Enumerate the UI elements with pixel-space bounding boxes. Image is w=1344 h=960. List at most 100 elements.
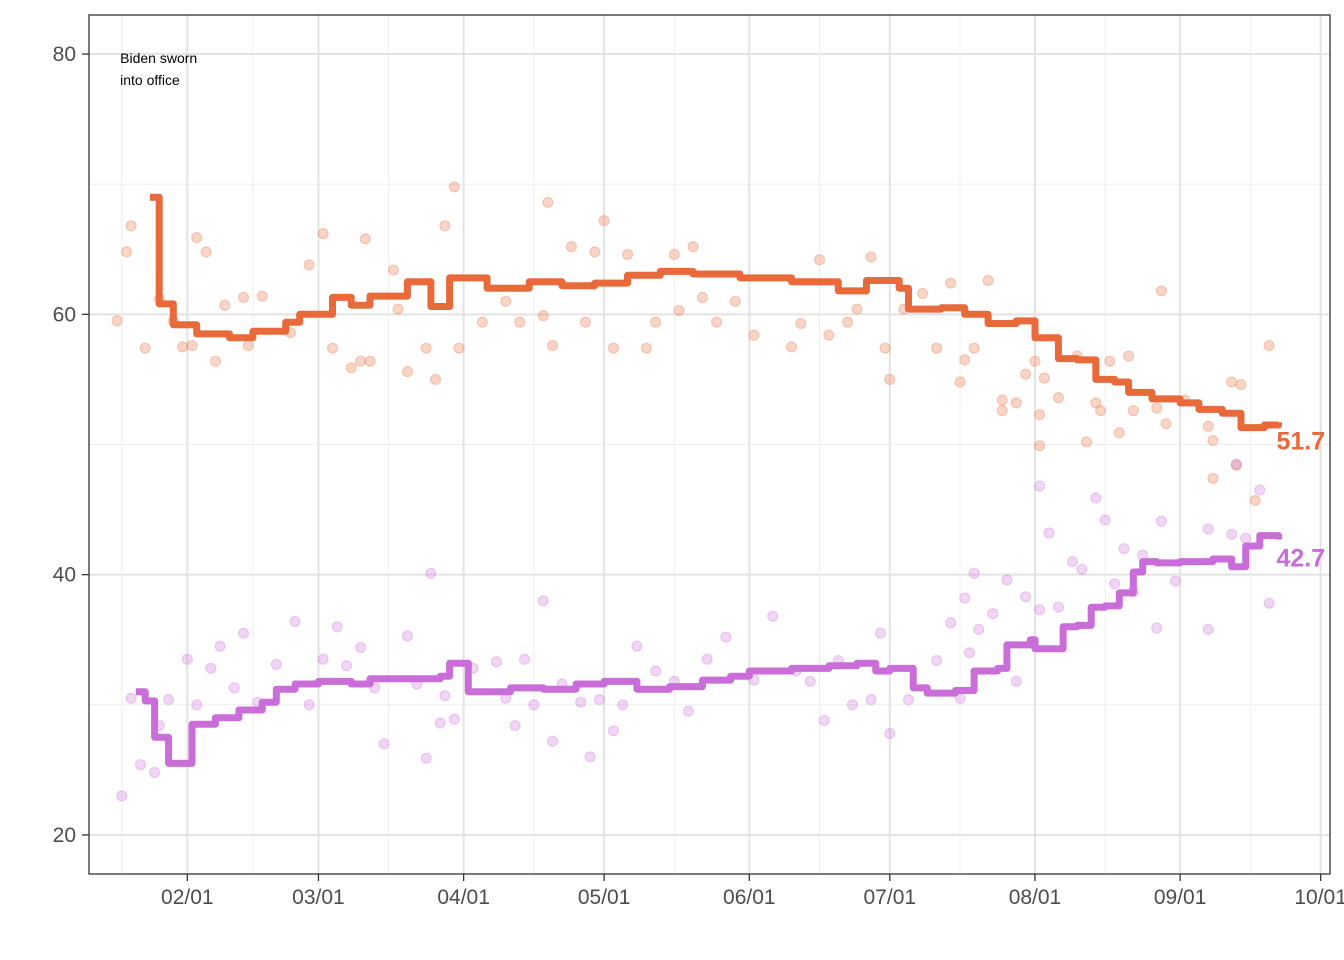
data-point	[364, 355, 376, 367]
y-tick-label: 80	[53, 43, 76, 66]
data-point	[537, 595, 549, 607]
data-point	[1080, 436, 1093, 448]
x-tick-label: 03/01	[292, 886, 345, 909]
data-point	[1108, 578, 1121, 590]
data-point	[982, 274, 994, 287]
data-point	[378, 738, 390, 750]
data-point	[177, 341, 189, 353]
data-point	[767, 610, 779, 622]
data-point	[303, 259, 315, 271]
data-point	[1226, 528, 1238, 540]
data-point	[987, 608, 999, 620]
data-point	[214, 640, 226, 652]
data-point	[317, 228, 329, 240]
data-point	[1052, 601, 1064, 613]
data-point	[1226, 376, 1238, 388]
data-point	[163, 693, 175, 706]
data-point	[865, 251, 877, 263]
data-point	[579, 316, 592, 328]
trend-lines	[135, 193, 1282, 767]
data-point	[996, 405, 1008, 417]
data-point	[842, 316, 854, 328]
x-tick-label: 05/01	[578, 886, 631, 909]
data-point	[434, 717, 446, 729]
data-point	[205, 662, 217, 674]
data-point	[125, 220, 137, 232]
data-point	[420, 342, 432, 354]
data-point	[1052, 392, 1064, 404]
data-point	[1076, 563, 1088, 576]
data-point	[607, 725, 620, 737]
data-point	[209, 355, 222, 367]
trend-line	[149, 193, 1282, 432]
data-point	[973, 623, 985, 635]
data-point	[355, 641, 367, 654]
x-tick-label: 02/01	[161, 886, 214, 909]
data-point	[748, 329, 760, 341]
data-point	[617, 699, 629, 711]
data-point	[931, 342, 943, 354]
data-point	[537, 310, 549, 322]
data-point	[701, 653, 713, 665]
series-end-label: 51.7	[1276, 427, 1325, 455]
trend-line	[135, 532, 1282, 767]
data-point	[874, 627, 887, 639]
scatter-points	[111, 181, 1275, 802]
data-point	[640, 342, 652, 354]
data-point	[392, 303, 404, 315]
data-point	[439, 690, 451, 702]
data-point	[1123, 350, 1135, 362]
data-point	[116, 790, 128, 802]
data-point	[968, 342, 980, 354]
data-point	[607, 342, 620, 354]
data-point	[959, 354, 971, 366]
y-tick-label: 60	[53, 303, 76, 326]
data-point	[359, 233, 371, 245]
data-point	[851, 303, 863, 315]
data-point	[355, 355, 367, 367]
data-point	[200, 246, 212, 258]
data-point	[589, 246, 601, 258]
data-point	[1202, 420, 1214, 432]
data-point	[518, 653, 531, 665]
data-point	[996, 394, 1008, 406]
data-point	[650, 665, 662, 677]
data-point	[1207, 434, 1219, 447]
data-point	[514, 316, 526, 328]
data-point	[420, 752, 432, 764]
labels: Biden sworn into office 51.7 42.7	[120, 50, 1325, 572]
data-point	[621, 248, 634, 261]
data-point	[181, 653, 193, 665]
data-point	[500, 295, 512, 307]
data-point	[1034, 604, 1046, 616]
data-point	[547, 735, 559, 747]
data-point	[542, 196, 554, 209]
data-point	[191, 699, 203, 711]
data-point	[884, 727, 896, 740]
data-point	[813, 254, 826, 266]
data-point	[1099, 514, 1111, 526]
data-point	[1151, 402, 1163, 414]
data-point	[696, 291, 709, 304]
data-point	[1094, 405, 1107, 417]
data-point	[237, 291, 250, 304]
data-point	[565, 241, 577, 253]
x-tick-label: 09/01	[1154, 886, 1207, 909]
data-point	[687, 241, 699, 253]
data-point	[1230, 458, 1242, 470]
data-point	[668, 248, 680, 261]
data-point	[720, 631, 732, 643]
y-tick-label: 40	[53, 564, 76, 587]
data-point	[134, 759, 147, 771]
data-point	[673, 304, 685, 317]
data-point	[219, 299, 231, 311]
data-point	[120, 246, 133, 258]
gridlines	[89, 15, 1330, 874]
data-point	[1151, 622, 1163, 634]
data-point	[1034, 480, 1046, 492]
data-point	[490, 656, 503, 668]
data-point	[818, 714, 830, 727]
data-point	[631, 640, 643, 652]
data-point	[1034, 408, 1046, 421]
